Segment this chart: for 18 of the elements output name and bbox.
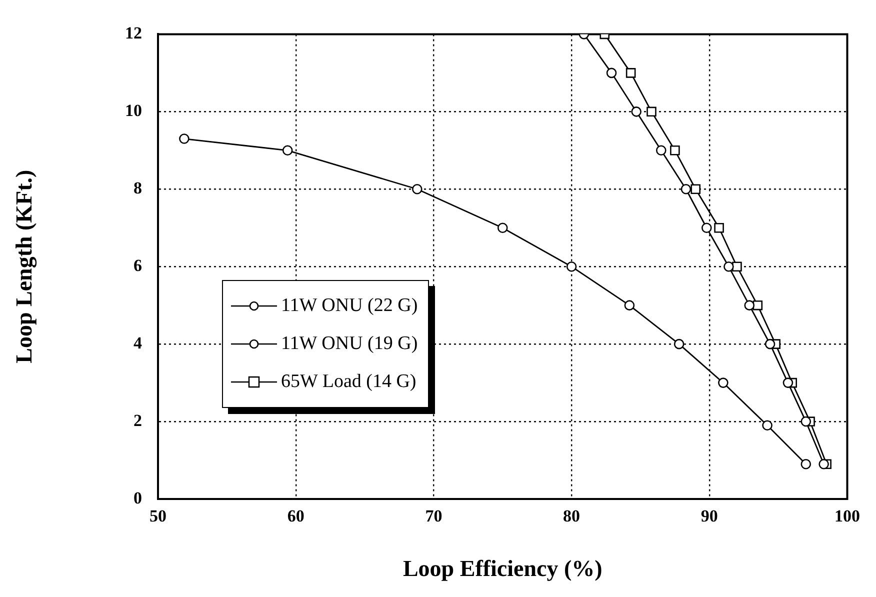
y-tick-label: 8 [134, 178, 142, 198]
x-tick-label: 80 [563, 506, 580, 526]
legend-label: 11W ONU (19 G) [281, 333, 418, 355]
y-tick-label: 6 [134, 256, 142, 275]
y-tick-label: 12 [125, 24, 142, 43]
x-tick-label: 50 [150, 506, 166, 526]
y-tick-label: 0 [134, 488, 142, 508]
x-tick-label: 90 [700, 506, 718, 526]
x-tick-label: 60 [287, 506, 304, 526]
x-tick-label: 70 [425, 506, 442, 526]
legend-label: 65W Load (14 G) [281, 371, 416, 393]
y-tick-label: 4 [134, 333, 142, 352]
y-tick-label: 10 [125, 101, 142, 120]
y-tick-label: 2 [134, 410, 142, 430]
x-tick-label: 100 [834, 506, 860, 526]
y-axis-title: Loop Length (KFt.) [12, 170, 38, 364]
legend-label: 11W ONU (22 G) [281, 295, 418, 317]
x-axis-title: Loop Efficiency (%) [402, 556, 602, 582]
